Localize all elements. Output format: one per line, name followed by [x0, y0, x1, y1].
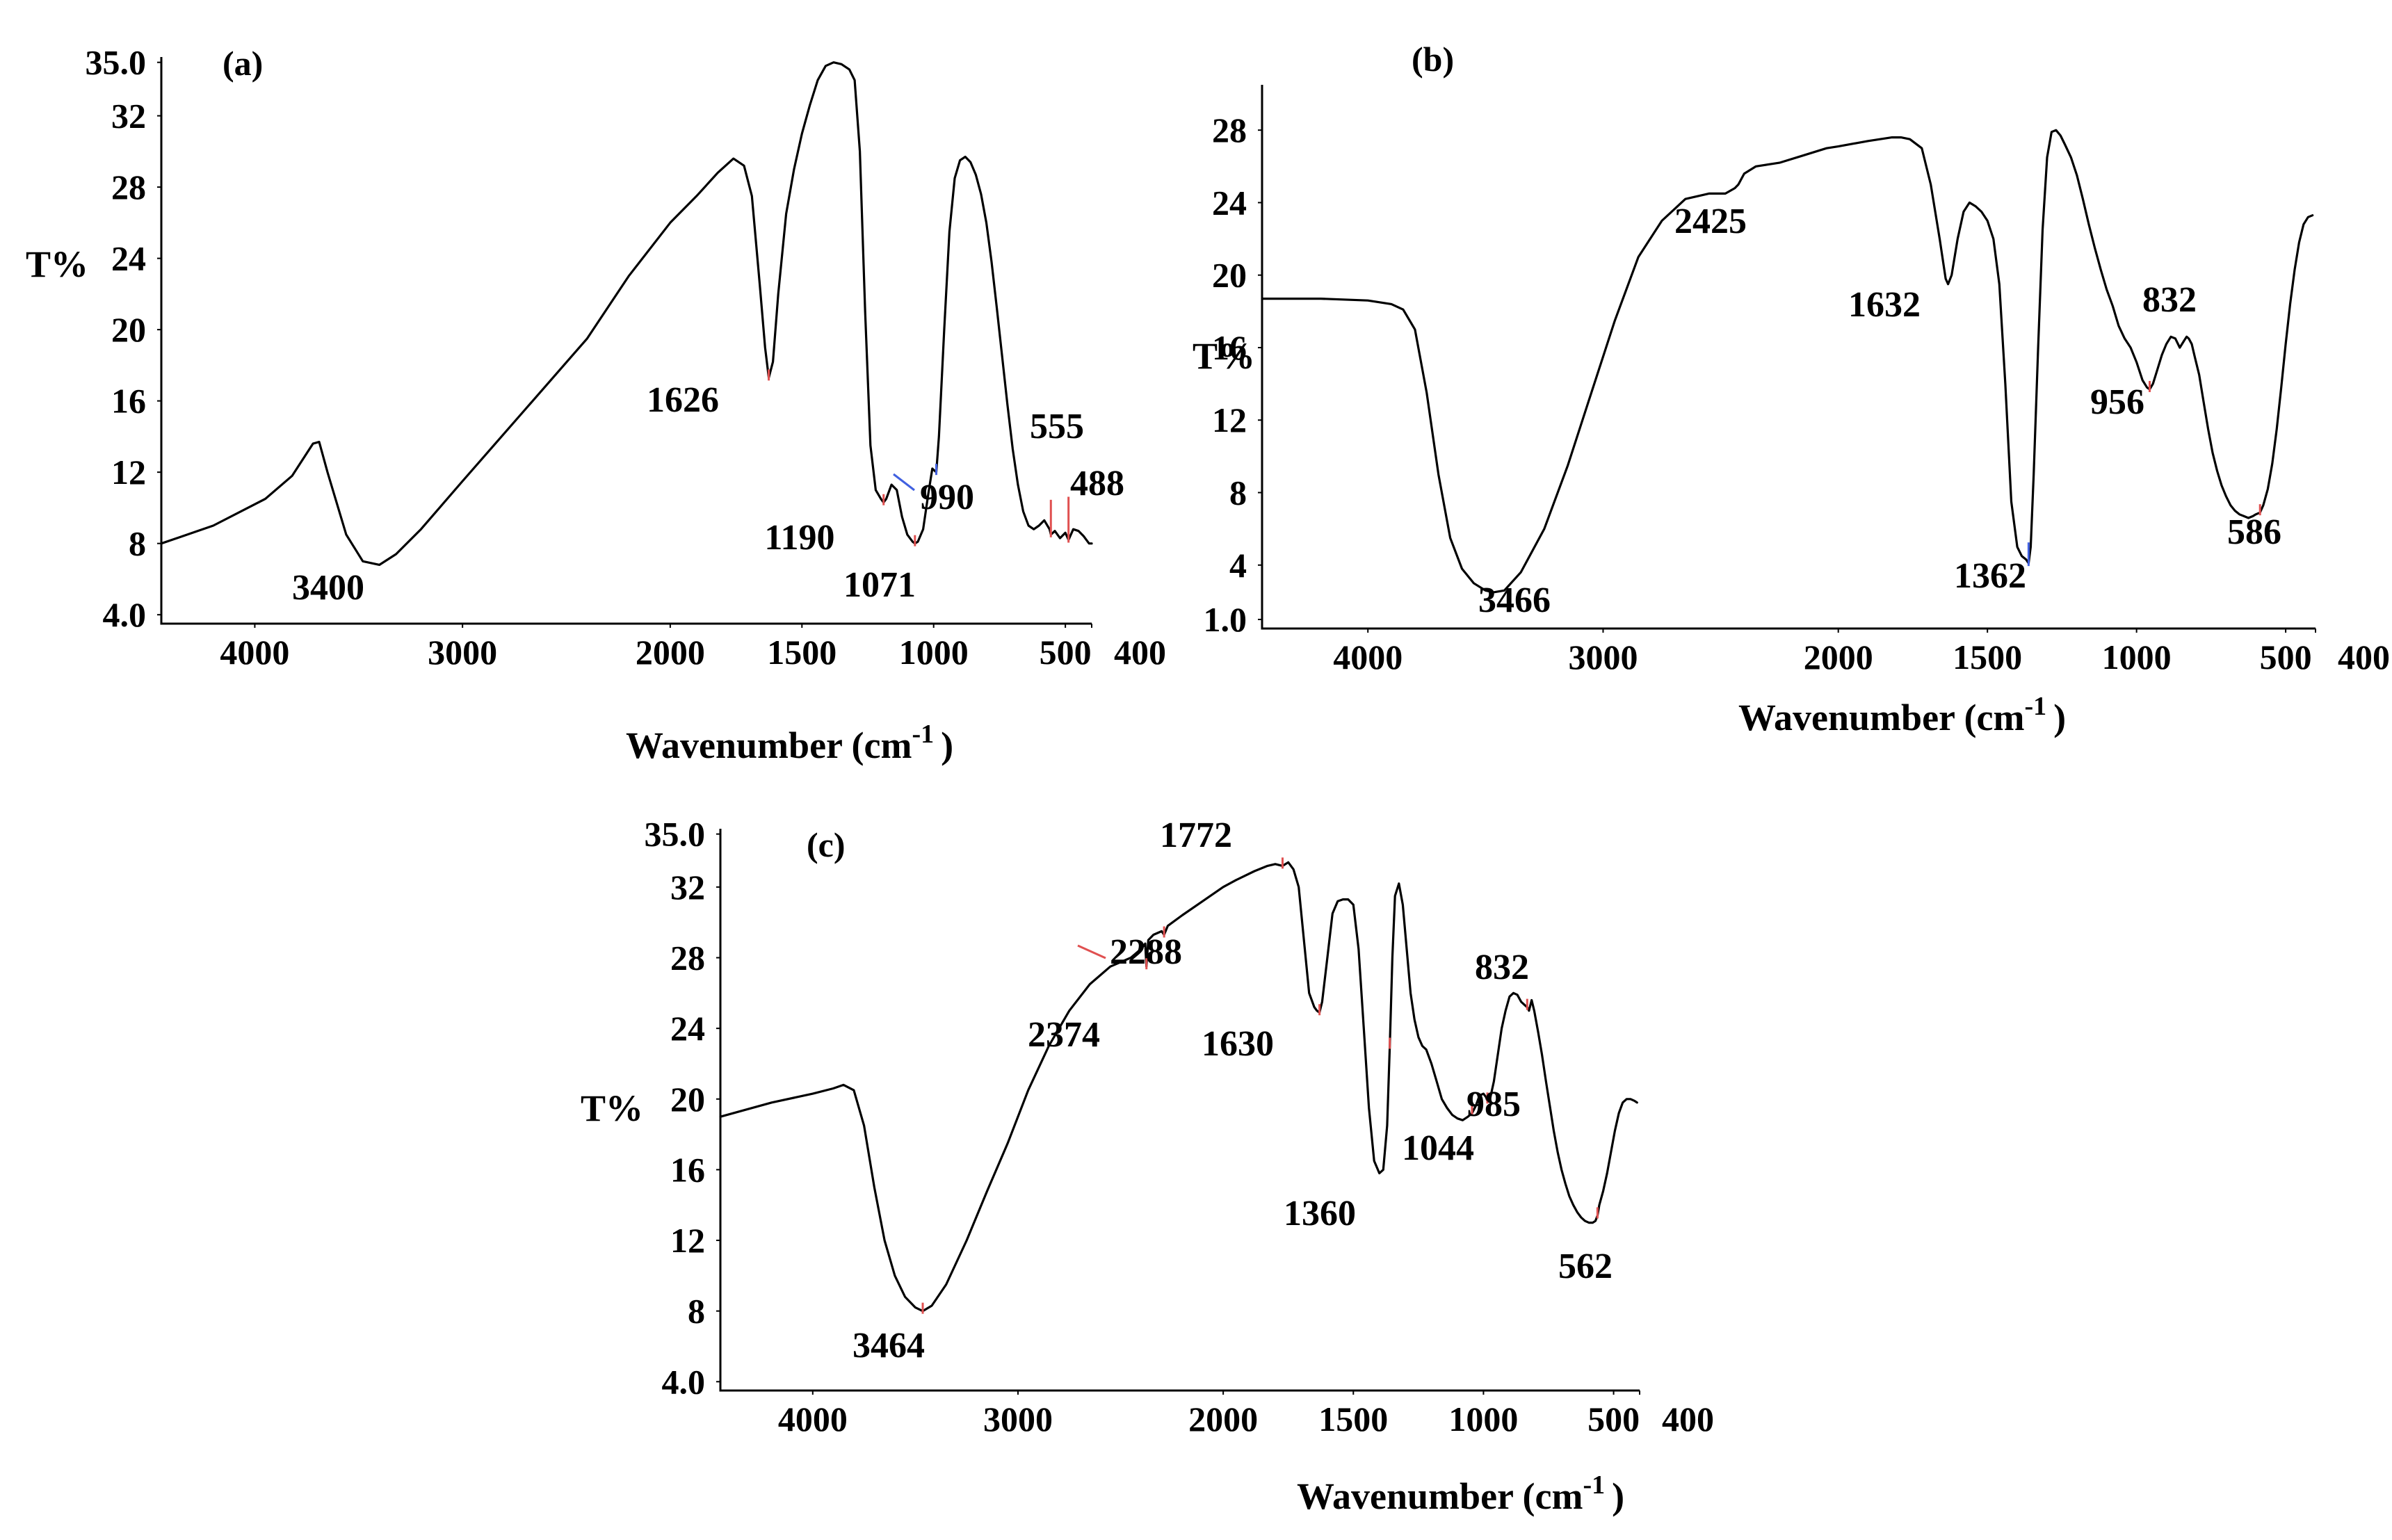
- peak-label: 832: [2142, 280, 2197, 320]
- x-tick-label: 1500: [1318, 1400, 1388, 1438]
- y-tick-label: 32: [111, 97, 146, 136]
- peak-label: 488: [1070, 464, 1124, 503]
- x-tick-label: 4000: [778, 1400, 848, 1438]
- y-tick-label: 24: [111, 239, 146, 278]
- x-tick-label: 500: [1587, 1400, 1640, 1438]
- x-tick-label: 1500: [1953, 638, 2022, 676]
- y-tick-label: 12: [111, 453, 146, 492]
- spectrum-line: [1261, 129, 2314, 594]
- x-axis-label: Wavenumber (cm-1): [1297, 1470, 1624, 1517]
- x-tick-label: 400: [1114, 633, 1166, 672]
- peak-label: 1626: [647, 380, 719, 420]
- peak-label: 1044: [1402, 1128, 1474, 1168]
- peak-label: 1071: [843, 565, 916, 605]
- y-tick-label: 35.0: [645, 815, 706, 854]
- peak-label: 1632: [1848, 285, 1921, 325]
- peak-label: 2374: [1028, 1015, 1100, 1055]
- y-tick-label: 28: [1212, 111, 1247, 149]
- peak-label: 586: [2227, 512, 2281, 552]
- peak-label: 555: [1030, 407, 1084, 446]
- peak-label: 1190: [764, 518, 834, 558]
- panel-a: 4.0 8 12 16 20 24 28 32 35.0 4000 3000 2000 1500 1000…: [26, 43, 1166, 766]
- x-tick-label: 1000: [899, 633, 969, 672]
- x-tick-label: 1000: [2102, 638, 2172, 676]
- x-tick-label: 3000: [1568, 638, 1638, 676]
- y-tick-label: 4.0: [103, 595, 147, 634]
- y-tick-label: 4.0: [662, 1362, 706, 1401]
- y-tick-label: 20: [670, 1080, 705, 1119]
- peak-label: 1360: [1284, 1194, 1356, 1233]
- x-tick-label: 400: [1662, 1400, 1714, 1438]
- peak-label: 2288: [1110, 932, 1182, 972]
- x-tick-label: 500: [2260, 638, 2312, 676]
- peak-label: 985: [1466, 1085, 1521, 1124]
- peak-leader-line: [1077, 944, 1106, 959]
- peak-label: 3400: [292, 568, 364, 608]
- panel-b: 1.0 4 8 12 16 20 24 28 4000 3000 2000 1500 1000 500 40…: [1193, 40, 2390, 738]
- y-tick-label: 12: [1212, 400, 1247, 439]
- peak-label: 2425: [1674, 202, 1747, 241]
- x-axis-label: Wavenumber (cm-1): [1738, 692, 2066, 738]
- x-axis-label: Wavenumber (cm-1): [626, 720, 953, 766]
- peak-label: 1772: [1160, 816, 1232, 855]
- y-axis-label: T%: [1193, 335, 1255, 377]
- y-tick-label: 8: [688, 1292, 705, 1331]
- peak-label: 956: [2090, 382, 2144, 422]
- y-tick-label: 16: [111, 382, 146, 421]
- x-tick-label: 3000: [983, 1400, 1053, 1438]
- x-tick-label: 4000: [1333, 638, 1403, 676]
- y-axis-label: T%: [581, 1087, 643, 1129]
- peak-label: 1630: [1202, 1024, 1274, 1064]
- y-axis-label: T%: [26, 243, 88, 285]
- peak-leader-line: [893, 473, 915, 492]
- axis-frame: [160, 57, 1092, 625]
- x-tick-label: 2000: [636, 633, 705, 672]
- y-tick-label: 8: [129, 524, 146, 563]
- y-tick-label: 8: [1229, 473, 1247, 512]
- y-tick-label: 28: [670, 938, 705, 977]
- x-tick-label: 1000: [1448, 1400, 1518, 1438]
- peak-label: 3464: [852, 1326, 925, 1365]
- y-tick-label: 35.0: [86, 43, 147, 82]
- y-tick-label: 20: [111, 310, 146, 349]
- y-tick-label: 24: [1212, 183, 1247, 222]
- peak-label: 3466: [1478, 581, 1551, 620]
- y-tick-label: 20: [1212, 256, 1247, 295]
- axis-frame: [719, 829, 1640, 1392]
- x-tick-label: 400: [2338, 638, 2390, 676]
- y-tick-label: 16: [670, 1150, 705, 1189]
- x-tick-label: 1500: [767, 633, 837, 672]
- x-tick-label: 500: [1040, 633, 1092, 672]
- y-tick-label: 16: [1212, 328, 1247, 367]
- panel-label: (b): [1412, 40, 1454, 79]
- y-tick-label: 32: [670, 868, 705, 907]
- x-tick-label: 4000: [220, 633, 289, 672]
- peak-label: 562: [1558, 1247, 1613, 1286]
- y-tick-label: 4: [1229, 546, 1247, 585]
- spectrum-line: [160, 61, 1093, 566]
- axis-frame: [1261, 85, 2316, 630]
- panel-label: (a): [223, 44, 263, 83]
- panel-label: (c): [807, 825, 846, 864]
- peak-label: 1362: [1954, 556, 2026, 596]
- y-tick-label: 24: [670, 1009, 705, 1048]
- peak-label: 990: [920, 478, 974, 517]
- x-tick-label: 2000: [1188, 1400, 1258, 1438]
- peak-label: 832: [1475, 948, 1529, 987]
- y-tick-label: 12: [670, 1221, 705, 1260]
- x-tick-label: 3000: [428, 633, 497, 672]
- spectrum-line: [719, 861, 1638, 1313]
- x-tick-label: 2000: [1804, 638, 1873, 676]
- panel-c: 4.0 8 12 16 20 24 28 32 35.0 4000 3000 2000 1500 1000…: [581, 815, 1714, 1517]
- y-tick-label: 28: [111, 168, 146, 206]
- y-tick-label: 1.0: [1204, 600, 1247, 639]
